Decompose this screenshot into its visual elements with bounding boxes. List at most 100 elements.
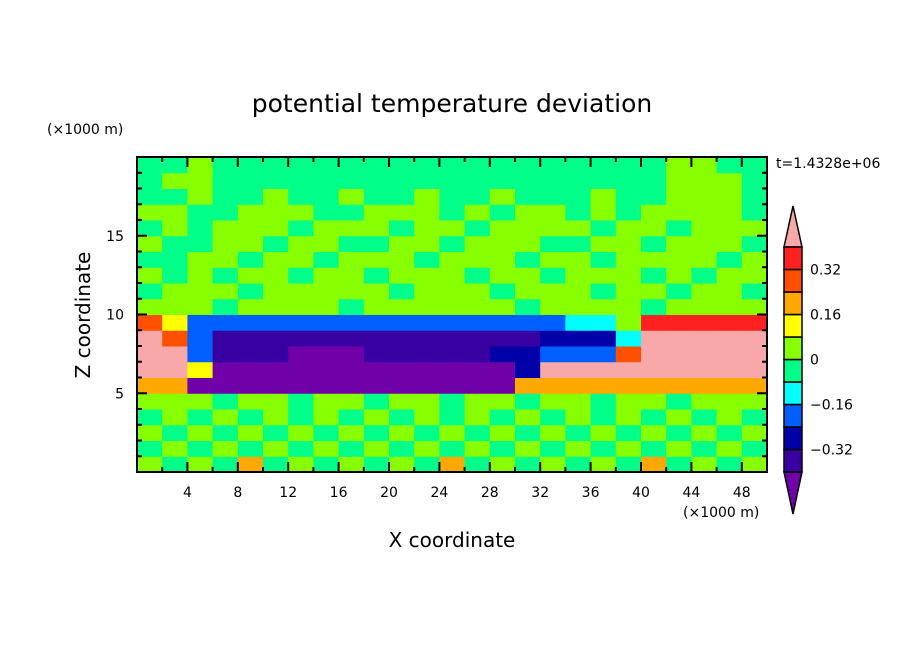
field-cell	[363, 424, 390, 441]
field-cell	[590, 204, 617, 221]
field-cell	[641, 314, 667, 331]
field-cell	[691, 361, 718, 378]
field-cell	[716, 298, 743, 315]
field-cell	[338, 393, 365, 410]
field-cell	[641, 235, 667, 252]
field-cell	[237, 409, 264, 426]
field-cell	[741, 361, 768, 378]
field-cell	[389, 204, 415, 221]
field-cell	[363, 377, 390, 394]
field-cell	[666, 204, 692, 221]
field-cell	[263, 251, 289, 268]
field-cell	[565, 172, 592, 189]
field-cell	[666, 220, 692, 237]
field-cell	[414, 377, 440, 394]
field-cell	[540, 377, 566, 394]
field-cell	[338, 440, 365, 457]
field-cell	[439, 188, 466, 205]
field-cell	[691, 424, 718, 441]
field-cell	[439, 393, 466, 410]
field-cell	[263, 235, 289, 252]
field-cell	[439, 440, 466, 457]
field-cell	[363, 283, 390, 300]
y-tick-label: 15	[106, 229, 124, 245]
field-cell	[212, 424, 239, 441]
field-cell	[540, 314, 566, 331]
field-cell	[515, 409, 541, 426]
field-cell	[137, 267, 163, 284]
field-cell	[590, 157, 617, 174]
field-cell	[389, 393, 415, 410]
field-cell	[615, 204, 642, 221]
field-cell	[237, 188, 264, 205]
field-cell	[691, 235, 718, 252]
field-cell	[237, 440, 264, 457]
field-cell	[615, 220, 642, 237]
field-cell	[741, 235, 768, 252]
field-cell	[615, 188, 642, 205]
field-cell	[615, 235, 642, 252]
field-cell	[590, 456, 617, 473]
field-cell	[414, 409, 440, 426]
field-cell	[338, 346, 365, 363]
field-cell	[590, 220, 617, 237]
field-cell	[489, 377, 516, 394]
chart-title: potential temperature deviation	[252, 89, 652, 118]
field-cell	[389, 377, 415, 394]
field-cell	[641, 172, 667, 189]
field-cell	[691, 251, 718, 268]
field-cell	[237, 235, 264, 252]
field-cell	[464, 172, 491, 189]
field-cell	[414, 440, 440, 457]
field-cell	[489, 157, 516, 174]
field-cell	[363, 235, 390, 252]
field-cell	[137, 377, 163, 394]
field-cell	[615, 283, 642, 300]
field-cell	[565, 314, 592, 331]
field-cell	[363, 204, 390, 221]
x-tick-label: 28	[481, 485, 499, 501]
field-cell	[137, 440, 163, 457]
field-cell	[313, 157, 340, 174]
field-cell	[515, 330, 541, 347]
field-cell	[741, 377, 768, 394]
field-cell	[187, 283, 214, 300]
field-cell	[288, 267, 314, 284]
field-cell	[187, 220, 214, 237]
field-cell	[263, 456, 289, 473]
field-cell	[313, 346, 340, 363]
field-cell	[666, 188, 692, 205]
field-cell	[363, 157, 390, 174]
field-cell	[313, 204, 340, 221]
field-cell	[263, 172, 289, 189]
field-cell	[615, 251, 642, 268]
field-cell	[691, 220, 718, 237]
field-cell	[716, 267, 743, 284]
field-cell	[565, 267, 592, 284]
field-cell	[263, 330, 289, 347]
field-cell	[212, 188, 239, 205]
field-cell	[389, 251, 415, 268]
field-cell	[489, 361, 516, 378]
field-cell	[263, 440, 289, 457]
field-cell	[464, 157, 491, 174]
field-cell	[137, 157, 163, 174]
colorbar-swatch	[783, 246, 803, 271]
field-cell	[515, 361, 541, 378]
field-cell	[666, 330, 692, 347]
field-cell	[363, 361, 390, 378]
field-cell	[489, 440, 516, 457]
field-cell	[212, 267, 239, 284]
colorbar-tick-label: 0.16	[810, 308, 841, 324]
field-cell	[641, 409, 667, 426]
field-cell	[741, 267, 768, 284]
field-cell	[414, 330, 440, 347]
field-cell	[716, 409, 743, 426]
field-cell	[363, 314, 390, 331]
field-cell	[439, 330, 466, 347]
field-cell	[288, 172, 314, 189]
field-cell	[288, 456, 314, 473]
field-cell	[414, 298, 440, 315]
field-cell	[363, 220, 390, 237]
field-cell	[212, 204, 239, 221]
